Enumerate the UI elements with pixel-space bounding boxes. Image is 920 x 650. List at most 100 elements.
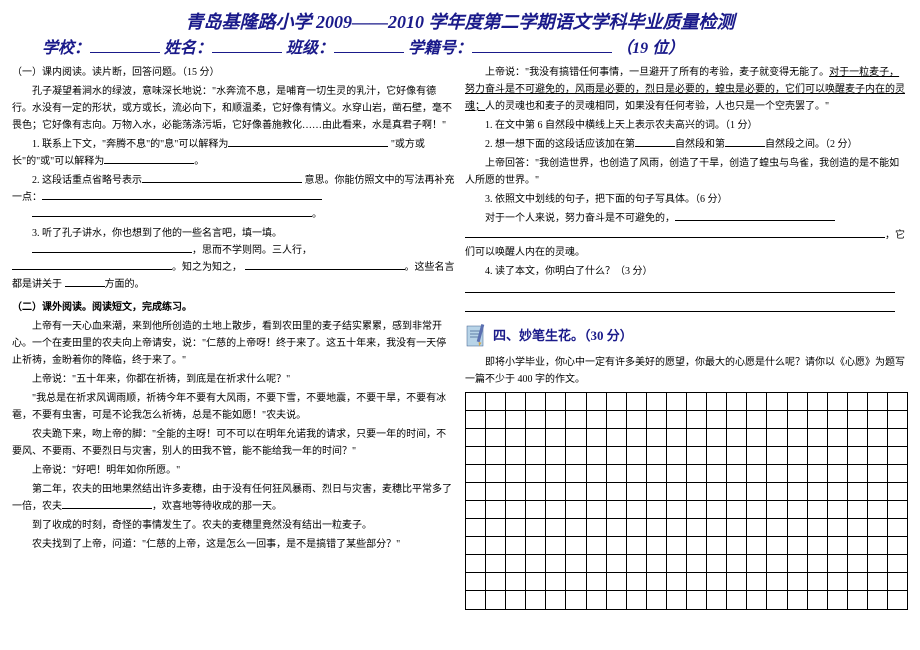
grid-cell[interactable] xyxy=(888,465,907,483)
grid-cell[interactable] xyxy=(868,447,888,465)
grid-cell[interactable] xyxy=(486,393,506,411)
grid-cell[interactable] xyxy=(486,411,506,429)
grid-cell[interactable] xyxy=(868,591,888,609)
grid-cell[interactable] xyxy=(707,411,727,429)
grid-cell[interactable] xyxy=(587,591,607,609)
grid-cell[interactable] xyxy=(868,465,888,483)
grid-cell[interactable] xyxy=(727,501,747,519)
grid-cell[interactable] xyxy=(486,573,506,591)
grid-cell[interactable] xyxy=(747,573,767,591)
grid-cell[interactable] xyxy=(767,393,787,411)
grid-cell[interactable] xyxy=(808,519,828,537)
grid-cell[interactable] xyxy=(747,555,767,573)
grid-cell[interactable] xyxy=(788,411,808,429)
grid-cell[interactable] xyxy=(627,501,647,519)
grid-cell[interactable] xyxy=(687,483,707,501)
grid-cell[interactable] xyxy=(868,429,888,447)
grid-cell[interactable] xyxy=(788,573,808,591)
grid-cell[interactable] xyxy=(526,591,546,609)
grid-cell[interactable] xyxy=(566,501,586,519)
grid-cell[interactable] xyxy=(587,483,607,501)
grid-cell[interactable] xyxy=(506,429,526,447)
grid-cell[interactable] xyxy=(506,411,526,429)
grid-cell[interactable] xyxy=(607,501,627,519)
grid-cell[interactable] xyxy=(888,555,907,573)
grid-cell[interactable] xyxy=(506,519,526,537)
grid-cell[interactable] xyxy=(687,591,707,609)
grid-cell[interactable] xyxy=(727,591,747,609)
grid-cell[interactable] xyxy=(566,447,586,465)
grid-cell[interactable] xyxy=(667,411,687,429)
grid-cell[interactable] xyxy=(747,447,767,465)
grid-cell[interactable] xyxy=(607,483,627,501)
grid-cell[interactable] xyxy=(587,411,607,429)
q2a-blank[interactable] xyxy=(142,173,302,183)
grid-cell[interactable] xyxy=(808,555,828,573)
grid-cell[interactable] xyxy=(707,519,727,537)
grid-cell[interactable] xyxy=(546,465,566,483)
grid-cell[interactable] xyxy=(747,393,767,411)
grid-cell[interactable] xyxy=(788,501,808,519)
grid-cell[interactable] xyxy=(868,411,888,429)
grid-cell[interactable] xyxy=(767,483,787,501)
grid-cell[interactable] xyxy=(667,483,687,501)
grid-cell[interactable] xyxy=(526,393,546,411)
grid-cell[interactable] xyxy=(667,537,687,555)
grid-cell[interactable] xyxy=(667,573,687,591)
grid-cell[interactable] xyxy=(546,447,566,465)
grid-cell[interactable] xyxy=(506,501,526,519)
school-blank[interactable] xyxy=(90,39,160,53)
grid-cell[interactable] xyxy=(707,537,727,555)
grid-cell[interactable] xyxy=(848,537,868,555)
rq4-blank1[interactable] xyxy=(675,211,835,221)
grid-cell[interactable] xyxy=(828,591,848,609)
grid-cell[interactable] xyxy=(546,555,566,573)
grid-cell[interactable] xyxy=(587,393,607,411)
grid-cell[interactable] xyxy=(546,483,566,501)
grid-cell[interactable] xyxy=(486,465,506,483)
grid-cell[interactable] xyxy=(687,519,707,537)
grid-cell[interactable] xyxy=(466,483,486,501)
grid-cell[interactable] xyxy=(707,393,727,411)
grid-cell[interactable] xyxy=(727,519,747,537)
grid-cell[interactable] xyxy=(848,591,868,609)
grid-cell[interactable] xyxy=(747,429,767,447)
grid-cell[interactable] xyxy=(808,483,828,501)
grid-cell[interactable] xyxy=(727,537,747,555)
grid-cell[interactable] xyxy=(747,519,767,537)
grid-cell[interactable] xyxy=(486,429,506,447)
grid-cell[interactable] xyxy=(587,501,607,519)
grid-cell[interactable] xyxy=(486,447,506,465)
grid-cell[interactable] xyxy=(848,447,868,465)
grid-cell[interactable] xyxy=(526,537,546,555)
grid-cell[interactable] xyxy=(888,447,907,465)
grid-cell[interactable] xyxy=(627,555,647,573)
grid-cell[interactable] xyxy=(627,519,647,537)
grid-cell[interactable] xyxy=(587,447,607,465)
grid-cell[interactable] xyxy=(888,483,907,501)
grid-cell[interactable] xyxy=(526,501,546,519)
grid-cell[interactable] xyxy=(627,591,647,609)
grid-cell[interactable] xyxy=(828,447,848,465)
rq5-blank1[interactable] xyxy=(465,283,895,293)
grid-cell[interactable] xyxy=(848,393,868,411)
grid-cell[interactable] xyxy=(466,501,486,519)
grid-cell[interactable] xyxy=(767,411,787,429)
grid-cell[interactable] xyxy=(667,447,687,465)
grid-cell[interactable] xyxy=(707,591,727,609)
grid-cell[interactable] xyxy=(486,519,506,537)
grid-cell[interactable] xyxy=(607,447,627,465)
grid-cell[interactable] xyxy=(486,591,506,609)
grid-cell[interactable] xyxy=(647,501,667,519)
grid-cell[interactable] xyxy=(627,411,647,429)
grid-cell[interactable] xyxy=(767,573,787,591)
grid-cell[interactable] xyxy=(707,483,727,501)
grid-cell[interactable] xyxy=(767,429,787,447)
grid-cell[interactable] xyxy=(808,465,828,483)
grid-cell[interactable] xyxy=(888,573,907,591)
grid-cell[interactable] xyxy=(888,411,907,429)
grid-cell[interactable] xyxy=(526,519,546,537)
grid-cell[interactable] xyxy=(687,447,707,465)
grid-cell[interactable] xyxy=(607,393,627,411)
grid-cell[interactable] xyxy=(788,483,808,501)
